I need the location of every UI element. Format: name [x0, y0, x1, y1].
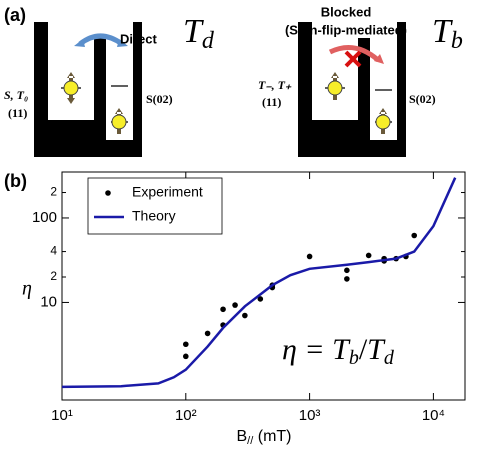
symbol: T [183, 13, 204, 50]
arrow-note: (Spin-flip-mediated) [285, 22, 407, 37]
legend-label: Experiment [132, 184, 203, 200]
x-tick-label: 10² [175, 407, 197, 424]
state-label: S, T₀ [4, 88, 28, 102]
data-point [344, 267, 350, 274]
legend: Experiment Theory [87, 177, 223, 235]
unit: (mT) [253, 428, 291, 445]
double-dot-left [34, 18, 142, 157]
y-tick-label: 4 [50, 244, 57, 258]
subscript: d [202, 28, 215, 54]
arrow-label: Blocked [321, 4, 372, 19]
annotation: η = Tb/Td [282, 333, 395, 369]
subscript: b [451, 28, 463, 54]
y-axis-label: η [22, 278, 32, 300]
subscript: // [247, 435, 254, 447]
data-point [220, 306, 226, 313]
num-sub: b [349, 347, 359, 369]
state-label: S(02) [409, 92, 436, 106]
y-tick-label: 2 [50, 269, 57, 283]
state-label: T₋, T₊ [258, 78, 292, 92]
data-point [232, 302, 238, 308]
legend-label: Theory [132, 208, 176, 224]
arrow-label: Direct [120, 31, 158, 46]
data-point [306, 253, 313, 260]
state-label: S(02) [146, 92, 173, 106]
legend-box [87, 177, 223, 235]
double-dot-right [298, 18, 406, 157]
x-tick-label: 10³ [299, 407, 321, 424]
x-tick-label: 10¹ [51, 407, 73, 424]
data-point [204, 330, 211, 337]
time-symbol: Td [183, 13, 215, 54]
panel-label: (a) [4, 5, 26, 25]
y-tick-label: 2 [50, 185, 57, 199]
data-point [242, 312, 248, 319]
data-point [257, 296, 264, 302]
x-tick-label: 10⁴ [422, 407, 445, 424]
data-point [411, 232, 418, 239]
num: T [332, 333, 351, 366]
x-axis-label: B// (mT) [237, 428, 292, 447]
den-sub: d [384, 347, 395, 369]
data-point [365, 252, 372, 259]
symbol: T [432, 13, 453, 50]
legend-marker [105, 190, 111, 196]
data-point [344, 276, 350, 282]
charge-label: (11) [8, 106, 27, 120]
theory-line [61, 177, 457, 389]
panel-label: (b) [4, 171, 27, 191]
plot-frame [61, 171, 466, 401]
symbol: B [237, 428, 248, 445]
charge-label: (11) [262, 95, 281, 109]
data-point [182, 353, 189, 360]
y-tick-label: 100 [32, 209, 57, 226]
slash: / [359, 333, 368, 366]
data-point [182, 341, 189, 348]
time-symbol: Tb [432, 13, 463, 54]
y-tick-label: 10 [40, 293, 57, 310]
den: T [367, 333, 386, 366]
lhs: η = [282, 333, 332, 366]
